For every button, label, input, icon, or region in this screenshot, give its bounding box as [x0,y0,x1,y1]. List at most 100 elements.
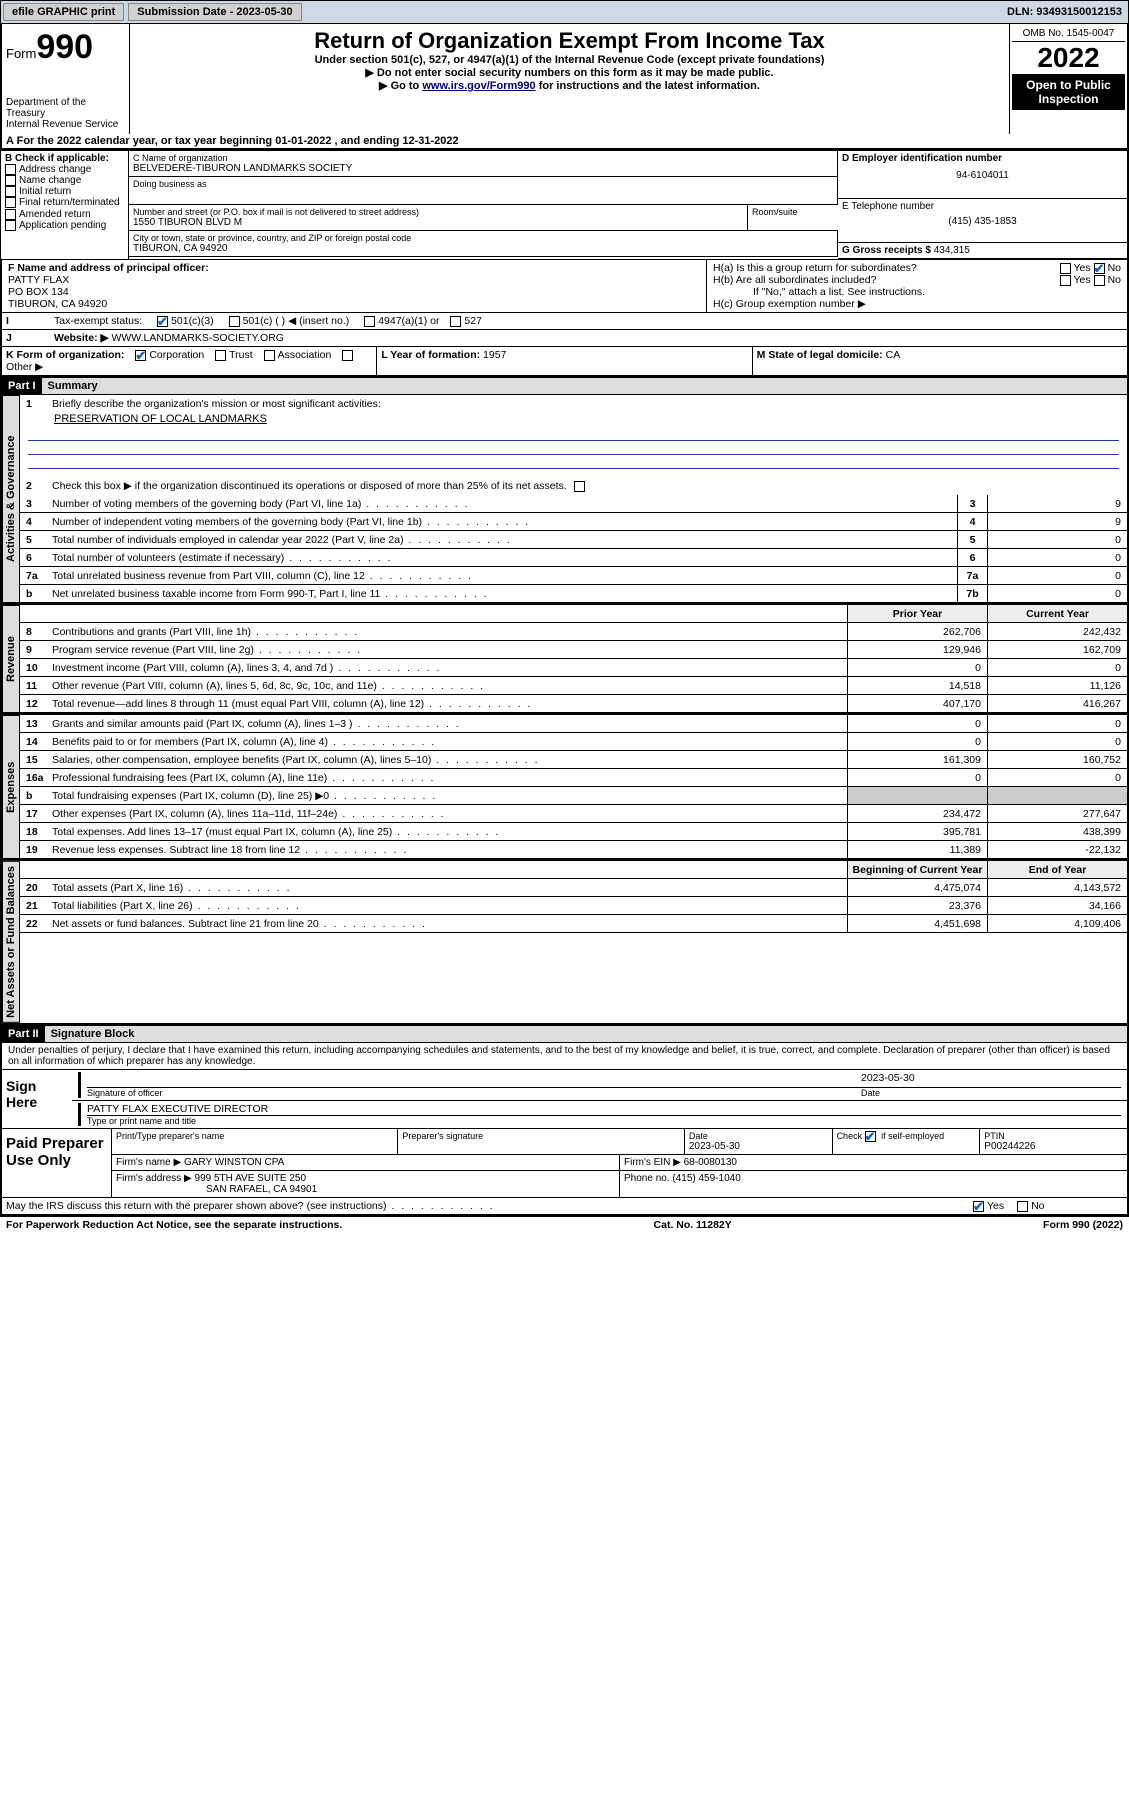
firm-addr-label: Firm's address ▶ [116,1173,192,1184]
ein-label: D Employer identification number [842,153,1123,164]
paid-preparer-label: Paid Preparer Use Only [2,1129,112,1197]
firm-addr1: 999 5TH AVE SUITE 250 [195,1173,307,1184]
prior-21: 23,376 [847,897,987,914]
gov-line-7a: Total unrelated business revenue from Pa… [48,568,957,584]
curr-13: 0 [987,715,1127,732]
gov-box-7a: 7a [957,567,987,584]
line-8: Contributions and grants (Part VIII, lin… [48,624,847,640]
sign-here-label: Sign Here [2,1070,72,1128]
discuss-question: May the IRS discuss this return with the… [2,1198,967,1214]
chk-name-change[interactable] [5,175,16,186]
prior-16a: 0 [847,769,987,786]
part1-title: Summary [42,378,1127,394]
hb-yes[interactable] [1060,275,1071,286]
officer-name: PATTY FLAX [8,274,700,286]
page-footer: For Paperwork Reduction Act Notice, see … [0,1216,1129,1233]
prep-date: 2023-05-30 [689,1141,828,1152]
state-domicile: CA [886,349,901,361]
mission-label: Briefly describe the organization's miss… [48,396,1127,412]
gross-receipts-label: G Gross receipts $ [842,245,934,256]
chk-app-pending[interactable] [5,220,16,231]
part2-title: Signature Block [45,1026,1127,1042]
line-18: Total expenses. Add lines 13–17 (must eq… [48,824,847,840]
line-17: Other expenses (Part IX, column (A), lin… [48,806,847,822]
prior-20: 4,475,074 [847,879,987,896]
form-subtitle: Under section 501(c), 527, or 4947(a)(1)… [138,54,1001,66]
perjury-declaration: Under penalties of perjury, I declare th… [0,1043,1129,1069]
ptin: P00244226 [984,1141,1123,1152]
curr-18: 438,399 [987,823,1127,840]
curr-14: 0 [987,733,1127,750]
chk-initial-return[interactable] [5,186,16,197]
prior-13: 0 [847,715,987,732]
gross-receipts: 434,315 [934,245,970,256]
prior-9: 129,946 [847,641,987,658]
gov-box-6: 6 [957,549,987,566]
gov-line-6: Total number of volunteers (estimate if … [48,550,957,566]
efile-btn[interactable]: efile GRAPHIC print [3,3,124,21]
grid-revenue: Revenue Prior YearCurrent Year 8Contribu… [0,603,1129,713]
prior-14: 0 [847,733,987,750]
curr-16a: 0 [987,769,1127,786]
officer-addr1: PO BOX 134 [8,286,700,298]
chk-corp[interactable] [135,350,146,361]
chk-other[interactable] [342,350,353,361]
note-ssn: ▶ Do not enter social security numbers o… [138,66,1001,79]
ha-no[interactable] [1094,263,1105,274]
chk-527[interactable] [450,316,461,327]
prior-19: 11,389 [847,841,987,858]
chk-final-return[interactable] [5,197,16,208]
chk-assoc[interactable] [264,350,275,361]
paid-preparer-area: Paid Preparer Use Only Print/Type prepar… [0,1129,1129,1198]
officer-addr2: TIBURON, CA 94920 [8,298,700,310]
prep-date-label: Date [689,1131,828,1141]
sign-here-area: Sign Here Signature of officer 2023-05-3… [0,1069,1129,1129]
tab-governance: Activities & Governance [2,395,20,603]
org-name: BELVEDERE-TIBURON LANDMARKS SOCIETY [133,163,833,174]
hb-no[interactable] [1094,275,1105,286]
curr-21: 34,166 [987,897,1127,914]
gov-val-5: 0 [987,531,1127,548]
chk-amended[interactable] [5,209,16,220]
box-b: B Check if applicable: Address change Na… [1,151,129,259]
curr-20: 4,143,572 [987,879,1127,896]
ptin-label: PTIN [984,1131,1123,1141]
chk-address-change[interactable] [5,164,16,175]
line-19: Revenue less expenses. Subtract line 18 … [48,842,847,858]
firm-ein-label: Firm's EIN ▶ [624,1157,681,1168]
chk-501c3[interactable] [157,316,168,327]
room-label: Room/suite [752,207,834,217]
year-formation: 1957 [483,349,506,361]
street-address: 1550 TIBURON BLVD M [133,217,743,228]
open-public: Open to Public Inspection [1012,74,1125,110]
chk-discontinued[interactable] [574,481,585,492]
curr-11: 11,126 [987,677,1127,694]
mission-text: PRESERVATION OF LOCAL LANDMARKS [20,413,1127,427]
tab-netassets: Net Assets or Fund Balances [2,861,20,1023]
firm-addr2: SAN RAFAEL, CA 94901 [116,1184,615,1195]
curr-8: 242,432 [987,623,1127,640]
sig-date: 2023-05-30 [861,1072,1121,1088]
form-title: Return of Organization Exempt From Incom… [138,28,1001,54]
note-goto: ▶ Go to www.irs.gov/Form990 for instruct… [138,79,1001,92]
discuss-no[interactable] [1017,1201,1028,1212]
discuss-yes[interactable] [973,1201,984,1212]
line-15: Salaries, other compensation, employee b… [48,752,847,768]
dept-treasury: Department of the Treasury Internal Reve… [6,97,125,130]
col-prior: Prior Year [847,605,987,622]
prior-8: 262,706 [847,623,987,640]
topbar: efile GRAPHIC print Submission Date - 20… [0,0,1129,24]
ha-yes[interactable] [1060,263,1071,274]
irs-link[interactable]: www.irs.gov/Form990 [422,80,535,92]
line-j: J Website: ▶ WWW.LANDMARKS-SOCIETY.ORG [0,330,1129,347]
gov-val-3: 9 [987,495,1127,512]
chk-trust[interactable] [215,350,226,361]
ein-value: 94-6104011 [842,164,1123,181]
addr-label: Number and street (or P.O. box if mail i… [133,207,743,217]
curr-9: 162,709 [987,641,1127,658]
gov-line-4: Number of independent voting members of … [48,514,957,530]
chk-4947[interactable] [364,316,375,327]
chk-501c[interactable] [229,316,240,327]
chk-self-employed[interactable] [865,1131,876,1142]
line-16a: Professional fundraising fees (Part IX, … [48,770,847,786]
